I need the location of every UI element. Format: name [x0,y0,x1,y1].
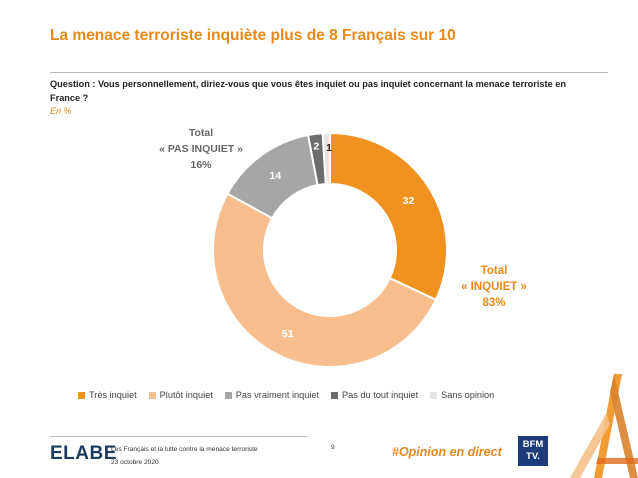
footer-source: Les Français et la lutte contre la menac… [111,443,258,469]
elabe-logo: ELABE [50,443,117,464]
legend-label: Pas vraiment inquiet [235,390,320,400]
donut-slice [321,131,331,186]
legend-swatch [331,391,339,399]
bfm-logo-text: BFM [522,439,544,450]
donut-slice [329,131,448,302]
legend-swatch [224,391,232,399]
legend-swatch [430,391,438,399]
slice-value-label: 51 [282,328,294,340]
legend-swatch [78,391,85,399]
total-annotation-line: Total [481,265,508,277]
footer-divider [50,436,307,437]
bfmtv-logo: BFM TV. [518,436,548,466]
tv-logo-text: TV. [526,451,540,462]
title-divider [50,72,608,73]
slice-value-label: 1 [326,142,332,154]
legend-label: Plutôt inquiet [159,390,213,400]
legend-label: Pas du tout inquiet [342,390,419,400]
total-annotation-line: « PAS INQUIET » [159,143,243,155]
legend-item: Pas du tout inquiet [331,390,418,400]
slide-title: La menace terroriste inquiète plus de 8 … [50,27,456,44]
legend-item: Sans opinion [430,390,494,400]
slice-value-label: 14 [269,170,281,182]
hashtag: #Opinion en direct [392,445,502,459]
slice-value-label: 32 [403,195,415,207]
page-number: 9 [331,444,335,451]
survey-question: Question : Vous personnellement, diriez-… [50,79,566,103]
legend-item: Plutôt inquiet [148,390,213,400]
donut-chart: 32 51 14 2 1 Total « INQUIET » 83% Total « PAS IN… [159,127,527,368]
footer-source-line1: Les Français et la lutte contre la menac… [111,446,258,453]
chart-legend: Très inquiet Plutôt inquiet Pas vraiment i… [78,390,494,400]
total-annotation-line: « INQUIET » [461,281,527,293]
footer-source-line2: 23 octobre 2020 [111,459,159,466]
total-annotation-line: 16% [190,159,212,171]
corner-decoration-icon [570,374,638,478]
legend-label: Sans opinion [441,390,495,400]
total-annotation-line: 83% [482,297,505,309]
slice-value-label: 2 [313,141,319,153]
legend-swatch [148,391,156,399]
legend-item: Très inquiet [78,390,137,400]
unit-label: En % [50,106,72,116]
legend-item: Pas vraiment inquiet [224,390,320,400]
total-annotation-line: Total [189,127,213,139]
donut-slice [212,192,438,368]
legend-label: Très inquiet [89,390,137,400]
